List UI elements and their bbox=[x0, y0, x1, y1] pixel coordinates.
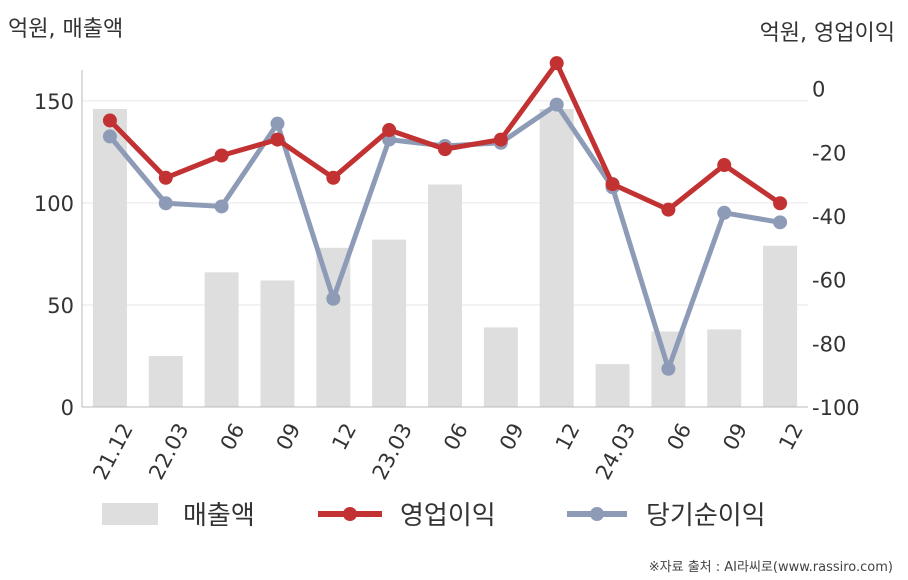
right-tick-label: 0 bbox=[812, 78, 825, 102]
x-tick-label: 09 bbox=[495, 419, 529, 454]
point-operating-profit bbox=[773, 196, 788, 211]
point-operating-profit bbox=[549, 56, 564, 71]
left-axis-ticks: 0 50 100 150 bbox=[34, 90, 74, 420]
point-operating-profit bbox=[270, 132, 285, 147]
point-operating-profit bbox=[661, 202, 676, 217]
x-tick-label: 24.03 bbox=[591, 419, 640, 483]
axes bbox=[81, 70, 808, 408]
bar-series-revenue bbox=[92, 108, 798, 408]
bar-revenue bbox=[707, 329, 742, 407]
point-operating-profit bbox=[493, 132, 508, 147]
left-tick-label: 0 bbox=[61, 396, 74, 420]
x-tick-label: 22.03 bbox=[144, 419, 193, 483]
legend-marker-operating-profit bbox=[343, 507, 357, 521]
bar-revenue bbox=[204, 272, 239, 407]
x-tick-label: 23.03 bbox=[368, 419, 417, 483]
right-tick-label: -80 bbox=[812, 332, 846, 356]
bar-revenue bbox=[148, 355, 183, 407]
x-tick-label: 06 bbox=[439, 419, 473, 454]
legend-marker-net-income bbox=[590, 507, 604, 521]
bar-revenue bbox=[92, 108, 127, 408]
x-tick-label: 06 bbox=[216, 419, 250, 454]
bar-revenue bbox=[316, 247, 351, 407]
right-tick-label: -60 bbox=[812, 269, 846, 293]
point-net-income bbox=[773, 215, 788, 230]
source-note: ※자료 출처 : AI라씨로(www.rassiro.com) bbox=[649, 560, 893, 575]
right-tick-label: -20 bbox=[812, 141, 846, 165]
line-series bbox=[102, 56, 788, 376]
left-tick-label: 50 bbox=[47, 294, 74, 318]
point-net-income bbox=[214, 199, 229, 214]
right-axis-ticks: 0 -20 -40 -60 -80 -100 bbox=[812, 78, 860, 420]
x-tick-label: 09 bbox=[272, 419, 306, 454]
point-net-income bbox=[661, 361, 676, 376]
legend-label-operating-profit: 영업이익 bbox=[400, 501, 496, 531]
left-tick-label: 150 bbox=[34, 90, 74, 114]
x-tick-label: 12 bbox=[774, 419, 808, 454]
bar-revenue bbox=[539, 108, 574, 408]
point-operating-profit bbox=[717, 158, 732, 173]
x-tick-label: 12 bbox=[327, 419, 361, 454]
x-tick-label: 06 bbox=[662, 419, 696, 454]
legend-label-net-income: 당기순이익 bbox=[646, 501, 766, 531]
point-operating-profit bbox=[605, 177, 620, 192]
bar-revenue bbox=[763, 245, 798, 407]
bar-revenue bbox=[372, 239, 407, 407]
legend: 매출액 영업이익 당기순이익 bbox=[102, 501, 766, 531]
point-operating-profit bbox=[438, 142, 452, 157]
point-net-income bbox=[549, 97, 564, 112]
right-tick-label: -100 bbox=[812, 396, 860, 420]
point-operating-profit bbox=[382, 123, 397, 138]
bar-revenue bbox=[483, 327, 518, 407]
bar-revenue bbox=[260, 280, 295, 407]
x-tick-label: 12 bbox=[551, 419, 585, 454]
point-operating-profit bbox=[326, 170, 341, 185]
legend-label-revenue: 매출액 bbox=[183, 501, 255, 531]
x-tick-label: 21.12 bbox=[88, 419, 137, 483]
left-tick-label: 100 bbox=[34, 192, 74, 216]
bar-revenue bbox=[595, 364, 630, 407]
left-axis-title: 억원, 매출액 bbox=[8, 17, 123, 42]
point-net-income bbox=[326, 291, 341, 306]
legend-swatch-revenue bbox=[102, 503, 158, 525]
point-operating-profit bbox=[214, 148, 229, 163]
x-tick-label: 09 bbox=[718, 419, 752, 454]
point-net-income bbox=[158, 196, 173, 211]
point-operating-profit bbox=[158, 170, 173, 185]
x-axis-ticks: 21.12 22.03 06 09 12 23.03 06 09 12 24.03 06 09 12 bbox=[88, 419, 808, 483]
right-axis-title: 억원, 영업이익 bbox=[760, 21, 895, 46]
point-net-income bbox=[102, 129, 117, 144]
point-net-income bbox=[270, 116, 285, 131]
bar-revenue bbox=[428, 184, 462, 407]
point-net-income bbox=[717, 205, 732, 220]
point-operating-profit bbox=[102, 113, 117, 128]
right-tick-label: -40 bbox=[812, 205, 846, 229]
